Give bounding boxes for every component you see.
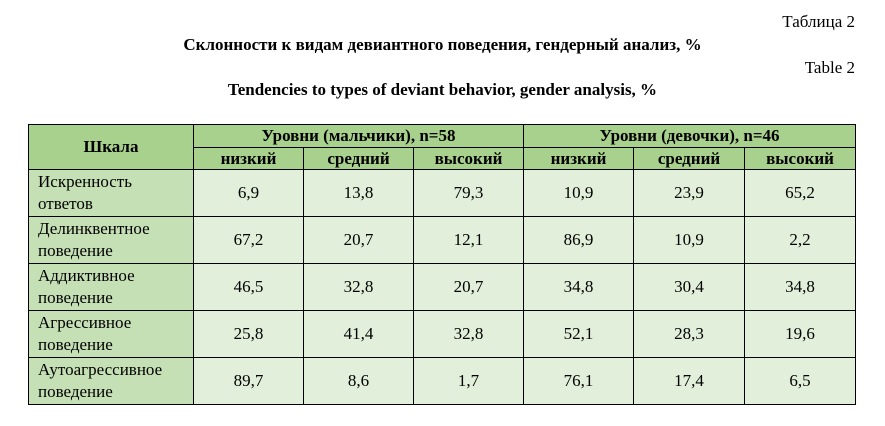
- boys-group-header: Уровни (мальчики), n=58: [192, 124, 525, 148]
- header-row-groups: Шкала Уровни (мальчики), n=58 Уровни (де…: [28, 124, 857, 170]
- table-cell: 89,7: [193, 357, 304, 405]
- row-label-line2: поведение: [38, 241, 113, 260]
- table-cell: 34,8: [523, 263, 635, 311]
- row-label-line1: Агрессивное: [38, 313, 132, 332]
- header-row-levels: низкий средний высокий низкий средний вы…: [29, 147, 857, 170]
- table-cell: 8,6: [303, 357, 414, 405]
- table-cell: 86,9: [523, 216, 635, 264]
- table-cell: 13,8: [303, 169, 414, 217]
- girls-group-header: Уровни (девочки), n=46: [523, 124, 857, 148]
- table-cell: 10,9: [523, 169, 635, 217]
- table-cell: 34,8: [744, 263, 857, 311]
- table-row: Делинквентное поведение 67,2 20,7 12,1 86…: [28, 216, 857, 264]
- table-cell: 41,4: [303, 310, 414, 358]
- level-header: высокий: [412, 147, 525, 170]
- table-cell: 28,3: [633, 310, 746, 358]
- table-cell: 6,5: [744, 357, 857, 405]
- row-label: Аддиктивное поведение: [28, 263, 194, 311]
- row-label-line2: поведение: [38, 335, 113, 354]
- table-cell: 10,9: [633, 216, 746, 264]
- level-header: средний: [303, 147, 414, 170]
- table-cell: 6,9: [193, 169, 304, 217]
- table-cell: 17,4: [633, 357, 746, 405]
- table-cell: 20,7: [303, 216, 414, 264]
- scale-header: Шкала: [28, 124, 194, 170]
- table-cell: 2,2: [744, 216, 857, 264]
- row-label: Агрессивное поведение: [28, 310, 194, 358]
- table-cell: 46,5: [193, 263, 304, 311]
- table-cell: 79,3: [412, 169, 525, 217]
- row-label-line1: Искренность: [38, 172, 132, 191]
- row-label-line1: Аутоагрессивное: [38, 360, 163, 379]
- level-header: низкий: [523, 147, 635, 170]
- table-label-en: Table 2: [804, 58, 855, 77]
- table-cell: 76,1: [523, 357, 635, 405]
- deviant-behavior-table: Шкала Уровни (мальчики), n=58 Уровни (де…: [28, 124, 857, 405]
- row-label-line1: Аддиктивное: [38, 266, 135, 285]
- row-label-line1: Делинквентное: [38, 219, 150, 238]
- table-row: Агрессивное поведение 25,8 41,4 32,8 52,1…: [28, 310, 857, 358]
- table-title-ru: Склонности к видам девиантного поведения…: [183, 35, 702, 54]
- table-cell: 32,8: [303, 263, 414, 311]
- table-cell: 1,7: [412, 357, 525, 405]
- row-label-line2: ответов: [38, 194, 93, 213]
- row-label-line2: поведение: [38, 382, 113, 401]
- level-header: высокий: [744, 147, 857, 170]
- row-label: Искренность ответов: [28, 169, 194, 217]
- level-header: средний: [633, 147, 746, 170]
- table-row: Искренность ответов 6,9 13,8 79,3 10,9 23…: [28, 169, 857, 217]
- row-label: Аутоагрессивное поведение: [28, 357, 194, 405]
- table-cell: 12,1: [412, 216, 525, 264]
- table-cell: 32,8: [412, 310, 525, 358]
- table-title-en: Tendencies to types of deviant behavior,…: [227, 80, 658, 99]
- table-cell: 19,6: [744, 310, 857, 358]
- row-label-line2: поведение: [38, 288, 113, 307]
- table-cell: 65,2: [744, 169, 857, 217]
- table-cell: 67,2: [193, 216, 304, 264]
- table-cell: 20,7: [412, 263, 525, 311]
- table-cell: 23,9: [633, 169, 746, 217]
- table-cell: 30,4: [633, 263, 746, 311]
- table-row: Аддиктивное поведение 46,5 32,8 20,7 34,8…: [28, 263, 857, 311]
- level-header: низкий: [193, 147, 304, 170]
- table-row: Аутоагрессивное поведение 89,7 8,6 1,7 76…: [28, 357, 857, 405]
- table-label-ru: Таблица 2: [782, 12, 855, 31]
- table-cell: 25,8: [193, 310, 304, 358]
- row-label: Делинквентное поведение: [28, 216, 194, 264]
- table-cell: 52,1: [523, 310, 635, 358]
